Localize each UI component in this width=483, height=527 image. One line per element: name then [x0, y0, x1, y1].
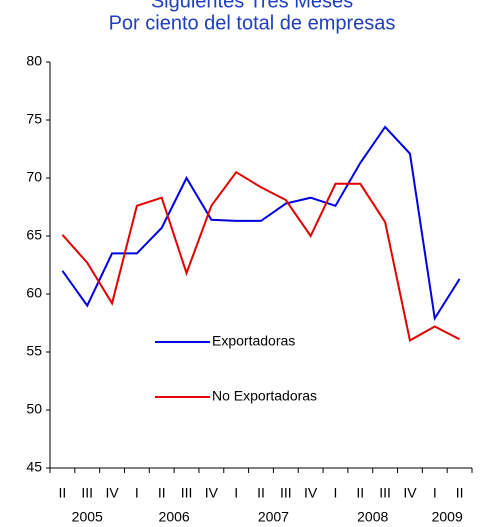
x-tick-label: II — [456, 485, 464, 501]
y-tick-label: 60 — [26, 285, 42, 301]
x-tick-label: II — [356, 485, 364, 501]
y-tick-label: 75 — [26, 111, 42, 127]
x-tick-label: III — [280, 485, 292, 501]
y-tick-label: 70 — [26, 169, 42, 185]
x-tick-label: I — [334, 485, 338, 501]
x-tick-label: III — [379, 485, 391, 501]
y-tick-label: 50 — [26, 401, 42, 417]
x-group-label: 2005 — [72, 509, 103, 525]
x-tick-label: IV — [205, 485, 219, 501]
x-tick-label: IV — [105, 485, 119, 501]
y-tick-label: 55 — [26, 343, 42, 359]
legend-label: Exportadoras — [212, 333, 295, 349]
x-tick-label: I — [234, 485, 238, 501]
x-tick-label: III — [81, 485, 93, 501]
x-group-label: 2009 — [432, 509, 463, 525]
x-tick-label: I — [433, 485, 437, 501]
x-group-label: 2008 — [357, 509, 388, 525]
chart-title: Siguientes Tres Meses — [151, 0, 353, 12]
x-tick-label: II — [59, 485, 67, 501]
x-group-label: 2006 — [159, 509, 190, 525]
legend-label: No Exportadoras — [212, 388, 317, 404]
series-line — [61, 170, 461, 342]
y-tick-label: 80 — [26, 53, 42, 69]
x-tick-label: IV — [304, 485, 318, 501]
x-group-label: 2007 — [258, 509, 289, 525]
series-line — [61, 125, 461, 322]
x-tick-label: III — [181, 485, 193, 501]
y-tick-label: 45 — [26, 459, 42, 475]
x-tick-label: II — [257, 485, 265, 501]
x-tick-label: I — [135, 485, 139, 501]
y-tick-label: 65 — [26, 227, 42, 243]
x-tick-label: IV — [403, 485, 417, 501]
x-tick-label: II — [158, 485, 166, 501]
chart-subtitle: Por ciento del total de empresas — [109, 12, 396, 34]
